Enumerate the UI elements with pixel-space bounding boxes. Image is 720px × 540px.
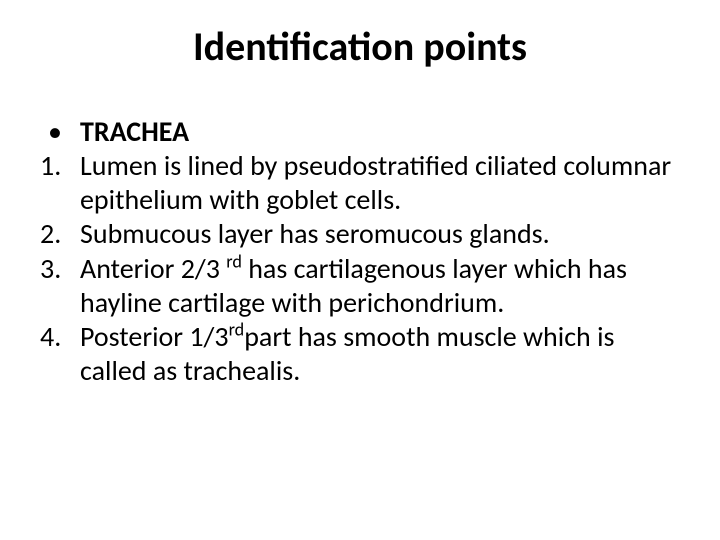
bullet-marker: • [40,115,80,149]
slide-body: • TRACHEA 1. Lumen is lined by pseudostr… [34,115,686,388]
list-number: 4. [40,320,80,388]
list-number: 3. [40,252,80,320]
list-number: 1. [40,149,80,217]
list-item: 3. Anterior 2/3 rd has cartilagenous lay… [40,252,686,320]
list-text: Lumen is lined by pseudostratified cilia… [80,149,686,217]
slide-title: Identification points [34,22,686,71]
list-item: 4. Posterior 1/3rdpart has smooth muscle… [40,320,686,388]
list-item: 1. Lumen is lined by pseudostratified ci… [40,149,686,217]
bullet-item: • TRACHEA [40,115,686,149]
list-text: Anterior 2/3 rd has cartilagenous layer … [80,252,686,320]
list-number: 2. [40,217,80,251]
bullet-text: TRACHEA [80,115,686,149]
list-text: Submucous layer has seromucous glands. [80,217,686,251]
list-text: Posterior 1/3rdpart has smooth muscle wh… [80,320,686,388]
list-item: 2. Submucous layer has seromucous glands… [40,217,686,251]
